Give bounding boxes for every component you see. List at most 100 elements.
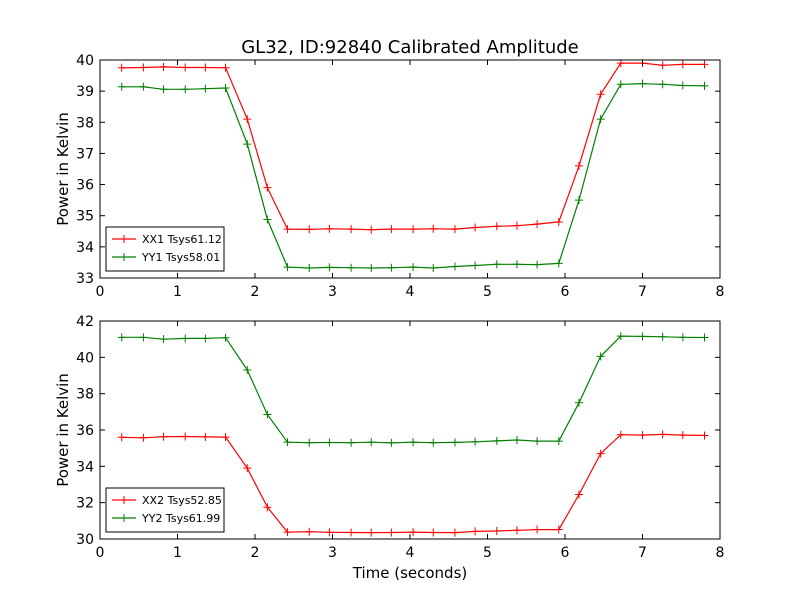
bottom-x-tick-label: 5 — [483, 545, 492, 561]
bottom-series-1-point — [201, 432, 210, 441]
bottom-series-2-point — [533, 437, 542, 446]
top-y-tick-label: 33 — [76, 271, 94, 287]
top-series-2-point — [367, 264, 376, 273]
bottom-series-1-point — [263, 503, 272, 512]
bottom-series-2-point — [325, 438, 334, 447]
bottom-series-1-point — [471, 527, 480, 536]
bottom-series-1-point — [243, 464, 252, 473]
top-series-1-point — [387, 225, 396, 234]
bottom-series-1-point — [554, 525, 563, 534]
top-series-2-point — [512, 260, 521, 269]
bottom-x-tick-label: 1 — [173, 545, 182, 561]
bottom-series-2-point — [201, 334, 210, 343]
top-x-tick-label: 1 — [173, 284, 182, 300]
bottom-series-1-point — [533, 525, 542, 534]
top-series-2-point — [347, 263, 356, 272]
top-series-2-point — [533, 260, 542, 269]
bottom-series-1-point — [387, 528, 396, 537]
top-series-2-point — [201, 84, 210, 93]
bottom-x-tick-label: 4 — [406, 545, 415, 561]
bottom-series-2-point — [658, 332, 667, 341]
top-series-2-point — [181, 85, 190, 94]
top-series-1-point — [263, 183, 272, 192]
bottom-series-2-point — [181, 334, 190, 343]
chart-title: GL32, ID:92840 Calibrated Amplitude — [241, 37, 579, 58]
top-series-1-point — [325, 224, 334, 233]
top-legend-marker-1 — [120, 235, 128, 243]
bottom-x-tick-label: 3 — [328, 545, 337, 561]
bottom-legend-label-1: XX2 Tsys52.85 — [142, 494, 222, 507]
top-series-1-point — [159, 62, 168, 71]
top-x-tick-label: 7 — [638, 284, 647, 300]
bottom-x-tick-label: 6 — [561, 545, 570, 561]
bottom-series-2-point — [117, 333, 126, 342]
top-series-2-point — [492, 260, 501, 269]
top-legend-marker-2 — [120, 253, 128, 261]
top-series-1-point — [367, 225, 376, 234]
bottom-series-1-point — [283, 528, 292, 537]
top-series-1-point — [574, 161, 583, 170]
top-series-1-point — [409, 225, 418, 234]
top-series-1-point — [117, 63, 126, 72]
top-series-2-point — [450, 262, 459, 271]
top-y-tick-label: 38 — [76, 115, 94, 131]
bottom-series-1-point — [409, 528, 418, 537]
bottom-legend-marker-2 — [120, 514, 128, 522]
bottom-series-1-point — [181, 432, 190, 441]
top-y-tick-label: 35 — [76, 209, 94, 225]
top-series-2-point — [471, 261, 480, 270]
bottom-series-2-point — [305, 438, 314, 447]
bottom-series-2-point — [409, 438, 418, 447]
top-y-tick-label: 36 — [76, 178, 94, 194]
bottom-series-2-point — [450, 438, 459, 447]
bottom-y-axis-label: Power in Kelvin — [54, 373, 72, 487]
top-series-1-point — [243, 115, 252, 124]
top-series-1-point — [283, 225, 292, 234]
top-series-1-point — [700, 60, 709, 69]
bottom-series-1-point — [512, 526, 521, 535]
bottom-series-2-point — [429, 438, 438, 447]
bottom-series-1-point — [574, 490, 583, 499]
top-series-2-point — [700, 81, 709, 90]
top-series-2-point — [159, 85, 168, 94]
top-legend-label-2: YY1 Tsys58.01 — [141, 251, 220, 264]
bottom-x-tick-label: 2 — [251, 545, 260, 561]
x-axis-label: Time (seconds) — [352, 564, 468, 582]
bottom-series-2-point — [700, 333, 709, 342]
bottom-y-tick-label: 36 — [76, 423, 94, 439]
bottom-series-2-point — [638, 332, 647, 341]
bottom-x-tick-label: 7 — [638, 545, 647, 561]
top-series-2-point — [678, 81, 687, 90]
bottom-series-2-point — [616, 332, 625, 341]
bottom-y-tick-label: 32 — [76, 496, 94, 512]
top-series-1-point — [512, 221, 521, 230]
bottom-series-2-point — [347, 438, 356, 447]
top-series-1-point — [492, 222, 501, 231]
bottom-series-2-point — [471, 437, 480, 446]
top-y-tick-label: 40 — [76, 53, 94, 69]
top-legend-label-1: XX1 Tsys61.12 — [142, 233, 222, 246]
bottom-series-2-point — [596, 352, 605, 361]
bottom-series-2-point — [574, 398, 583, 407]
top-x-tick-label: 5 — [483, 284, 492, 300]
bottom-legend-box — [105, 487, 225, 533]
top-series-2-point — [574, 196, 583, 205]
bottom-series-1-point — [305, 527, 314, 536]
top-legend: XX1 Tsys61.12 YY1 Tsys58.01 — [105, 226, 225, 272]
bottom-series-1-point — [117, 433, 126, 442]
top-series-1-point — [678, 60, 687, 69]
top-x-tick-label: 0 — [96, 284, 105, 300]
bottom-series-2-point — [554, 437, 563, 446]
bottom-x-tick-label: 0 — [96, 545, 105, 561]
top-series-1-point — [596, 90, 605, 99]
top-series-1-point — [450, 225, 459, 234]
top-series-2-point — [221, 84, 230, 93]
bottom-y-tick-label: 30 — [76, 532, 94, 548]
bottom-series-1-point — [325, 528, 334, 537]
bottom-series-2-point — [512, 435, 521, 444]
top-y-axis-label: Power in Kelvin — [54, 112, 72, 226]
top-series-2-point — [263, 215, 272, 224]
top-series-1-point — [201, 63, 210, 72]
top-y-tick-label: 39 — [76, 84, 94, 100]
